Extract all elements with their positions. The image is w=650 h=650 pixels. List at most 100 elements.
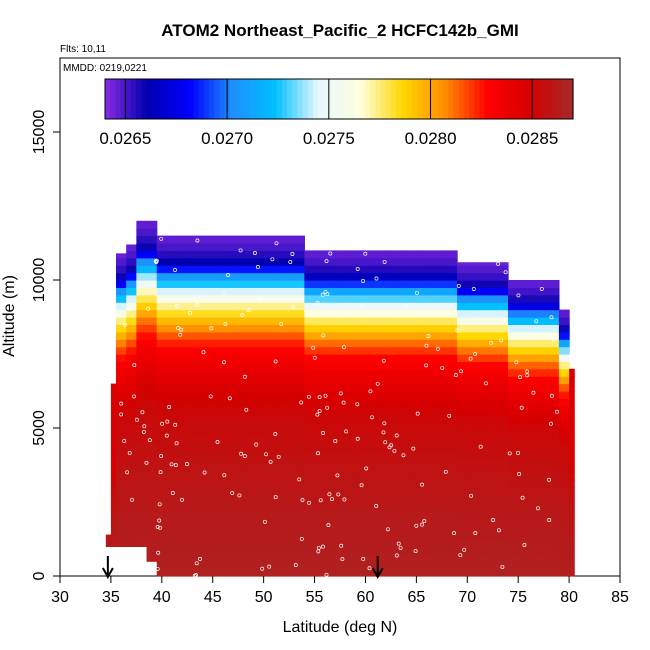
heat-cell [390, 331, 397, 340]
sample-point [141, 429, 146, 434]
heat-cell [406, 561, 412, 570]
heat-cell [492, 524, 499, 533]
heat-cell [477, 383, 484, 392]
heat-cell [436, 346, 443, 355]
colorbar-swatch [567, 79, 574, 119]
heat-cell [406, 428, 412, 436]
heat-cell [553, 346, 560, 355]
heat-cell [487, 487, 494, 496]
heat-cell [289, 346, 295, 355]
sample-point [178, 332, 183, 337]
heat-cell [569, 479, 575, 488]
heat-cell [141, 317, 148, 325]
heat-cell [564, 450, 570, 459]
heat-cell [416, 265, 423, 274]
heat-cell [380, 531, 387, 540]
heat-cell [212, 361, 219, 370]
heat-cell [131, 457, 137, 466]
heat-cell [294, 531, 300, 540]
heat-cell [538, 346, 545, 355]
heat-cell [238, 265, 244, 274]
heat-cell [345, 413, 351, 422]
heat-cell [518, 509, 524, 518]
heat-cell [518, 457, 524, 466]
heat-cell [355, 524, 361, 533]
heat-cell [385, 317, 392, 325]
heat-cell [131, 428, 137, 436]
heat-cell [513, 524, 519, 533]
heat-cell [401, 435, 407, 444]
heat-cell [350, 561, 356, 570]
heat-cell [411, 502, 417, 510]
heat-cell [441, 398, 448, 407]
colorbar-swatch [547, 79, 553, 119]
heat-cell [166, 398, 173, 407]
heat-cell [487, 398, 494, 407]
heat-cell [273, 368, 280, 377]
heat-cell [446, 383, 453, 392]
heat-cell [284, 450, 290, 459]
heat-cell [304, 561, 311, 570]
heat-cell [345, 361, 351, 370]
heat-cell [462, 324, 468, 333]
heat-cell [548, 302, 555, 311]
heat-cell [212, 553, 219, 562]
colorbar-swatch [115, 79, 122, 119]
heat-cell [431, 450, 438, 459]
heat-cell [146, 553, 153, 562]
colorbar-swatch [141, 79, 148, 119]
heat-cell [136, 391, 143, 399]
heat-cell [304, 257, 311, 266]
heat-cell [553, 361, 560, 370]
heat-cell [462, 435, 468, 444]
sample-point [455, 328, 460, 333]
heat-cell [446, 435, 453, 444]
heat-cell [508, 487, 514, 496]
heat-cell [136, 472, 143, 481]
heat-cell [502, 368, 509, 377]
heat-cell [238, 331, 244, 340]
sample-point [355, 436, 360, 441]
heat-cell [263, 457, 270, 466]
heat-cell [528, 494, 535, 503]
heat-cell [334, 531, 341, 540]
heat-cell [228, 479, 234, 488]
heat-cell [492, 376, 499, 385]
heat-cell [365, 391, 372, 399]
heat-cell [564, 339, 570, 348]
heat-cell [284, 561, 290, 570]
heat-cell [482, 568, 489, 577]
heat-cell [278, 376, 285, 385]
heat-cell [487, 472, 494, 481]
heat-cell [390, 442, 397, 451]
heat-cell [523, 331, 529, 340]
heat-cell [406, 376, 412, 385]
heat-cell [319, 487, 326, 496]
heat-cell [151, 553, 158, 562]
heat-cell [151, 294, 158, 303]
heat-cell [558, 339, 565, 348]
heat-cell [492, 339, 499, 348]
heat-cell [513, 309, 519, 318]
heat-cell [228, 539, 234, 547]
heat-cell [533, 413, 540, 422]
heat-cell [431, 413, 438, 422]
heat-cell [497, 324, 504, 333]
heat-cell [487, 272, 494, 281]
heat-cell [273, 235, 280, 244]
heat-cell [406, 420, 412, 429]
heat-cell [502, 428, 509, 436]
heat-cell [497, 346, 504, 355]
heat-cell [131, 287, 137, 296]
heat-cell [482, 472, 489, 481]
heat-cell [533, 361, 540, 370]
sample-point [459, 369, 464, 374]
heat-cell [355, 317, 361, 325]
heat-cell [548, 413, 555, 422]
flight-marker-arrow [101, 556, 114, 580]
heat-cell [411, 405, 417, 414]
heat-cell [548, 457, 555, 466]
heat-cell [222, 361, 229, 370]
heat-cell [548, 361, 555, 370]
heat-cell [131, 479, 137, 488]
